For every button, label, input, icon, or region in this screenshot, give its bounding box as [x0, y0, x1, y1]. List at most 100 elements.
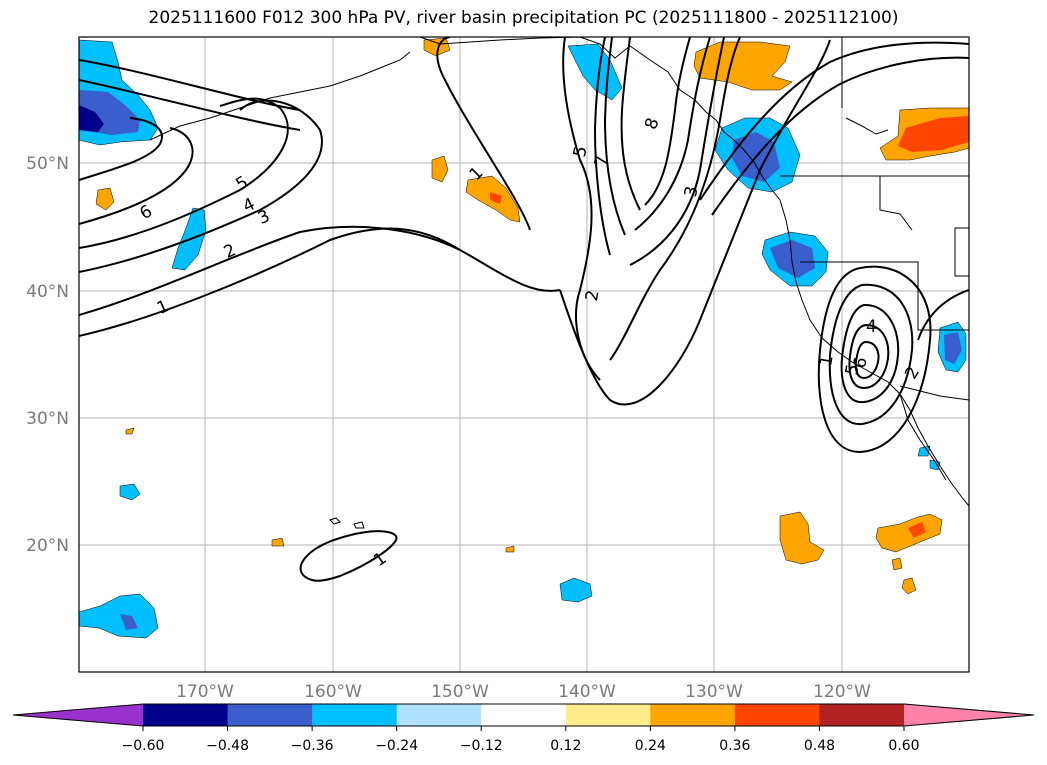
- precip-positive-shading: [95, 37, 969, 595]
- colorbar-segment: [396, 704, 482, 726]
- precip-blob-hawaii-east: [559, 577, 593, 603]
- baja-coast: [899, 393, 947, 481]
- contour-label: 6: [850, 356, 872, 370]
- precip-pos-east-2-inner: [908, 522, 926, 538]
- colorbar-segments: [13, 704, 1034, 726]
- pv-contour-8: [79, 59, 301, 111]
- pv-contours: [79, 37, 969, 582]
- contour-label: 5: [842, 363, 864, 377]
- precip-blob-baja: [917, 445, 931, 457]
- colorbar-segment: [565, 704, 651, 726]
- lon-label-160w: 160°W: [304, 682, 362, 702]
- precip-pos-east-3: [891, 557, 903, 571]
- colorbar-tick-label: 0.36: [719, 738, 750, 754]
- precip-pos-hawaii-1: [271, 537, 285, 547]
- pv-contour-u10: [644, 37, 691, 206]
- canada-inland: [845, 117, 889, 135]
- pv-contour-u2: [436, 37, 531, 231]
- precip-blob-nevada-inner: [944, 332, 962, 364]
- pv-contour-big-u: [559, 39, 831, 406]
- pv-contour-u6: [629, 37, 725, 266]
- precip-pos-canada-east-inner: [898, 116, 969, 152]
- colorbar-tick-label: −0.48: [206, 738, 249, 754]
- pv-contour-u9: [620, 37, 641, 211]
- precip-pos-east-1: [779, 511, 825, 565]
- precip-blob-small-1: [119, 483, 141, 501]
- colorbar: −0.60 −0.48 −0.36 −0.24 −0.12 0.12 0.24 0.36 0.4…: [12, 703, 1035, 754]
- precip-blob-sw: [79, 593, 159, 639]
- precip-pos-small-2: [125, 427, 135, 435]
- colorbar-extend-max: [904, 704, 1034, 726]
- state-border-2: [800, 261, 969, 331]
- pv-contour-u4: [609, 37, 741, 361]
- pv-contour-low-ring5: [854, 340, 880, 380]
- precip-pos-small-1: [95, 187, 115, 211]
- pv-contour-low-ring3: [840, 303, 900, 404]
- alaska-coast: [419, 37, 781, 201]
- pv-contour-small-ellipse: [299, 530, 398, 582]
- colorbar-segment: [312, 704, 398, 726]
- precip-pos-hawaii-2: [505, 545, 515, 553]
- lat-label-40n: 40°N: [26, 282, 69, 302]
- colorbar-tick-label: 0.12: [550, 738, 581, 754]
- colorbar-extend-min: [13, 704, 143, 726]
- lon-label-130w: 130°W: [685, 682, 743, 702]
- precip-pos-east-4: [901, 577, 917, 595]
- pv-contour-4: [79, 97, 289, 249]
- lat-label-20n: 20°N: [26, 536, 69, 556]
- colorbar-tick-label: 0.48: [804, 738, 835, 754]
- contour-label: 1: [816, 354, 838, 368]
- coastlines: [149, 37, 969, 507]
- precip-pos-top-center: [423, 37, 451, 57]
- contour-label: 7: [591, 154, 613, 168]
- precip-blob-nw-core: [79, 105, 104, 132]
- pv-contour-u8: [634, 37, 711, 231]
- map-title: 2025111600 F012 300 hPa PV, river basin …: [148, 8, 899, 28]
- contour-label: 2: [582, 289, 604, 303]
- pv-contour-u5: [593, 37, 611, 256]
- contour-label: 4: [866, 317, 877, 337]
- pv-contour-low-ring1: [817, 265, 932, 454]
- precip-blob-sw-inner: [120, 614, 138, 630]
- colorbar-tick-label: −0.12: [460, 738, 503, 754]
- colorbar-segment: [819, 704, 905, 726]
- longitude-labels: 170°W 160°W 150°W 140°W 130°W 120°W: [176, 682, 871, 702]
- colorbar-tick-label: −0.60: [122, 738, 165, 754]
- contour-label: 5: [570, 145, 592, 159]
- lon-label-120w: 120°W: [813, 682, 871, 702]
- colorbar-segment: [227, 704, 313, 726]
- hawaii-islands: [329, 517, 365, 529]
- state-border-3: [954, 227, 969, 277]
- colorbar-tick-label: −0.24: [375, 738, 418, 754]
- colorbar-segment: [143, 704, 229, 726]
- colorbar-ticks: −0.60 −0.48 −0.36 −0.24 −0.12 0.12 0.24 0.36 0.4…: [122, 726, 920, 754]
- pv-contour-low-ring2: [828, 283, 914, 426]
- colorbar-segment: [734, 704, 820, 726]
- colorbar-segment: [650, 704, 736, 726]
- colorbar-tick-label: 0.24: [635, 738, 666, 754]
- colorbar-segment: [481, 704, 567, 726]
- precip-pos-mid-2-inner: [490, 192, 502, 204]
- pv-contour-right-1: [699, 41, 969, 201]
- colorbar-tick-label: 0.60: [888, 738, 919, 754]
- lon-label-170w: 170°W: [176, 682, 234, 702]
- pv-contour-2: [79, 225, 461, 316]
- pv-contour-right-2: [711, 56, 969, 216]
- mexico-border: [899, 385, 969, 401]
- precip-pos-east-2: [875, 513, 943, 553]
- us-west-coast: [779, 199, 969, 507]
- pv-contour-6: [79, 117, 163, 181]
- state-border-1: [879, 176, 913, 231]
- pv-contour-7: [79, 79, 301, 131]
- lat-label-30n: 30°N: [26, 409, 69, 429]
- contour-label: 3: [681, 185, 703, 199]
- aleutian-chain: [149, 51, 411, 141]
- map-panel: [79, 37, 969, 672]
- colorbar-tick-label: −0.36: [291, 738, 334, 754]
- pv-contour-5: [79, 127, 194, 225]
- pv-contour-3: [79, 99, 323, 273]
- pv-contour-low-ring4: [848, 323, 890, 390]
- pv-contour-low-outer: [917, 289, 969, 341]
- lat-label-50n: 50°N: [26, 154, 69, 174]
